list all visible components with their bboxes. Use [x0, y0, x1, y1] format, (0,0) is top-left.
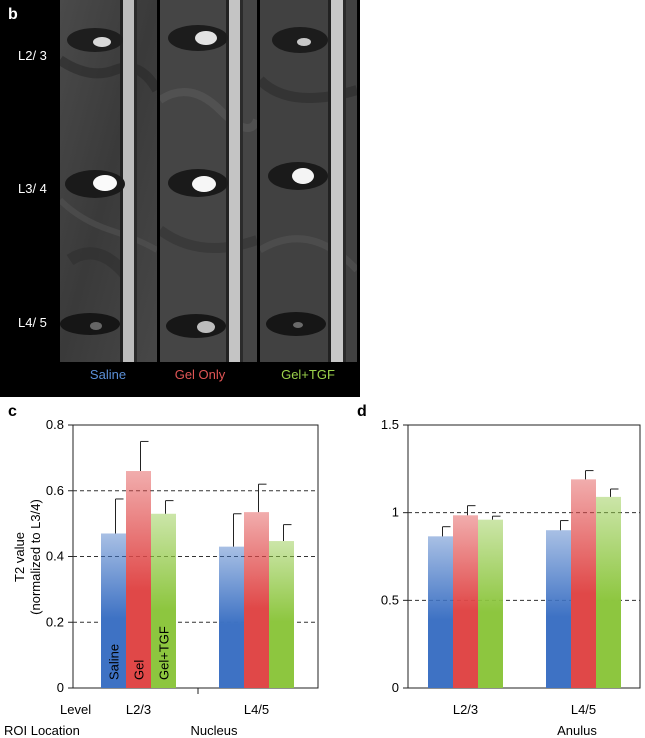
- bar: [219, 546, 244, 688]
- chart-nucleus: 0 0.2 0.4 0.6 0.8 L2/3 L4/5 Nucleus Level ROI Loc…: [4, 417, 319, 738]
- condition-label-saline: Saline: [89, 367, 127, 382]
- y-tick-label: 0.2: [46, 614, 64, 629]
- y-tick-label: 1.5: [381, 417, 399, 432]
- panel-label-b: b: [8, 6, 18, 23]
- bar: [126, 471, 151, 688]
- category-label: L4/5: [571, 702, 596, 717]
- bar-label: Saline: [107, 644, 122, 680]
- x-prefix-level: Level: [60, 702, 91, 717]
- y-tick-label: 0: [392, 680, 399, 695]
- panel-label-d: d: [357, 403, 367, 420]
- plot-frame: [407, 424, 641, 689]
- bar: [478, 519, 503, 688]
- bar: [269, 541, 294, 688]
- bar: [244, 512, 269, 688]
- mri-panel: b: [0, 0, 360, 397]
- y-tick-label: 0: [57, 680, 64, 695]
- bar: [151, 513, 176, 688]
- mri-image-gel-only: [160, 0, 257, 362]
- mri-image-gel-tgf: [260, 0, 357, 362]
- panel-label-c: c: [8, 403, 17, 420]
- category-label: L4/5: [244, 702, 269, 717]
- plot-frame: [72, 424, 319, 689]
- bar: [546, 530, 571, 688]
- y-tick-label: 1: [392, 505, 399, 520]
- bar: [596, 496, 621, 688]
- y-tick-label: 0.4: [46, 549, 64, 564]
- y-tick-label: 0.5: [381, 592, 399, 607]
- mri-image-saline: [60, 0, 157, 362]
- condition-label-gel-only: Gel Only: [174, 367, 226, 382]
- level-label-l23: L2/ 3: [18, 48, 47, 63]
- bar: [101, 533, 126, 688]
- y-tick-label: 0.6: [46, 483, 64, 498]
- bar: [428, 536, 453, 688]
- x-axis-title: Nucleus: [191, 723, 238, 738]
- bar-label: Gel: [132, 660, 147, 680]
- y-axis-title: T2 value(normalized to L3/4): [12, 499, 43, 615]
- bar: [453, 515, 478, 688]
- category-label: L2/3: [453, 702, 478, 717]
- level-label-l34: L3/ 4: [18, 181, 47, 196]
- category-label: L2/3: [126, 702, 151, 717]
- y-tick-label: 0.8: [46, 417, 64, 432]
- chart-anulus: 0 0.5 1 1.5 L2/3 L4/5 Anulus: [381, 417, 641, 738]
- bar: [571, 479, 596, 688]
- x-prefix-roi: ROI Location: [4, 723, 80, 738]
- level-label-l45: L4/ 5: [18, 315, 47, 330]
- bar-label: Gel+TGF: [157, 626, 172, 680]
- condition-label-gel-tgf: Gel+TGF: [281, 367, 335, 382]
- x-axis-title: Anulus: [557, 723, 597, 738]
